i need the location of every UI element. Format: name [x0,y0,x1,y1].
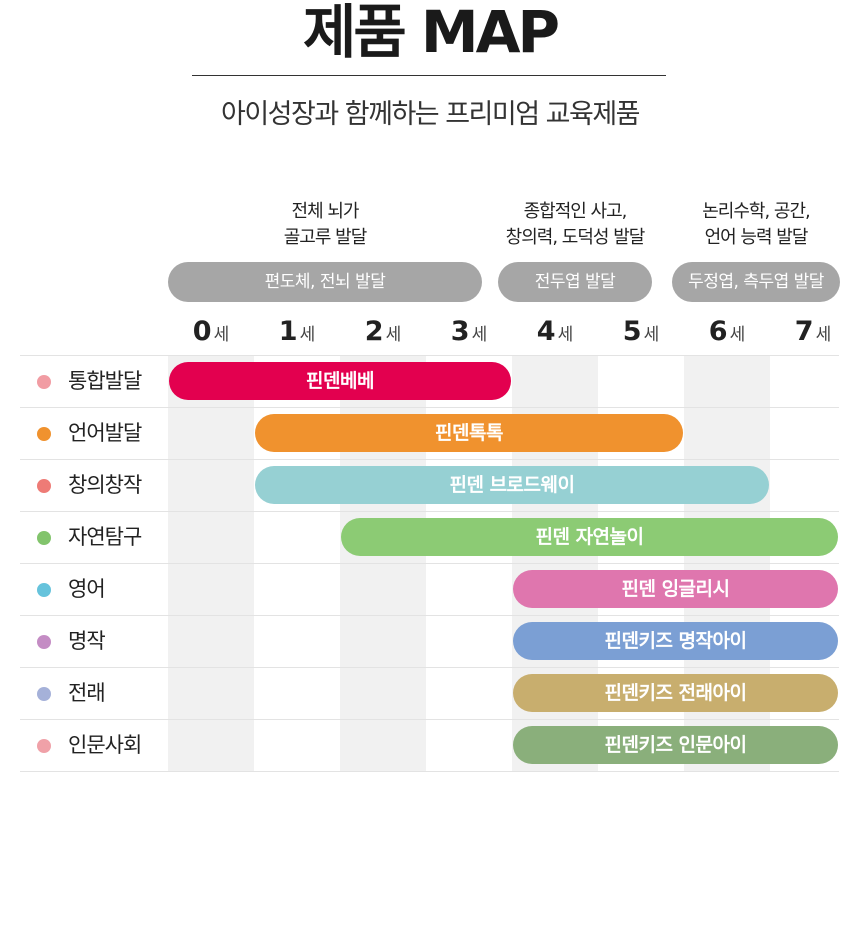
stage-description-line2: 창의력, 도덕성 발달 [505,227,646,248]
age-unit: 세 [557,325,574,345]
product-bar: 핀덴베베 [169,362,511,400]
category-dot-icon [37,427,51,441]
category-dot-icon [37,375,51,389]
category-name: 전래 [68,681,106,705]
row-divider [20,563,839,564]
category-dot-icon [37,635,51,649]
category-dot-icon [37,739,51,753]
product-bar: 핀덴키즈 인문아이 [513,726,838,764]
stage-pill-1: 편도체, 전뇌 발달 [168,262,482,302]
age-number: 7 [794,316,814,347]
category-dot-icon [37,479,51,493]
stage-description-line1: 종합적인 사고, [523,201,628,222]
age-unit: 세 [385,325,402,345]
age-unit: 세 [213,325,230,345]
category-name: 명작 [68,629,106,653]
row-divider [20,719,839,720]
row-divider [20,771,839,772]
category-name: 영어 [68,577,106,601]
category-dot-icon [37,531,51,545]
product-bar: 핀덴키즈 전래아이 [513,674,838,712]
category-name: 인문사회 [68,733,142,757]
stage-description-1: 전체 뇌가 골고루 발달 [168,199,482,251]
product-bar: 핀덴 브로드웨이 [255,466,769,504]
row-divider [20,355,839,356]
stage-description-line1: 논리수학, 공간, [702,201,811,222]
row-divider [20,459,839,460]
category-dot-icon [37,583,51,597]
age-number: 5 [622,316,642,347]
age-number: 0 [192,316,212,347]
stage-description-line1: 전체 뇌가 [291,201,360,222]
row-divider [20,667,839,668]
row-divider [20,511,839,512]
age-unit: 세 [471,325,488,345]
page-subtitle: 아이성장과 함께하는 프리미엄 교육제품 [220,99,641,130]
row-divider [20,615,839,616]
row-divider [20,407,839,408]
age-unit: 세 [299,325,316,345]
product-bar: 핀덴 자연놀이 [341,518,838,556]
age-unit: 세 [815,325,832,345]
category-dot-icon [37,687,51,701]
product-bar: 핀덴 잉글리시 [513,570,838,608]
product-bar: 핀덴키즈 명작아이 [513,622,838,660]
age-number: 3 [450,316,470,347]
category-name: 자연탐구 [68,525,142,549]
stage-description-3: 논리수학, 공간, 언어 능력 발달 [672,199,840,251]
stage-description-line2: 골고루 발달 [283,227,368,248]
page-title: 제품 MAP [302,0,560,66]
age-number: 2 [364,316,384,347]
age-unit: 세 [729,325,746,345]
age-number: 1 [278,316,298,347]
stage-pill-2: 전두엽 발달 [498,262,652,302]
title-divider [192,75,666,76]
stage-description-line2: 언어 능력 발달 [704,227,809,248]
category-name: 언어발달 [68,421,142,445]
stage-pill-3: 두정엽, 측두엽 발달 [672,262,840,302]
stage-description-2: 종합적인 사고, 창의력, 도덕성 발달 [490,199,660,251]
age-number: 6 [708,316,728,347]
age-number: 4 [536,316,556,347]
product-bar: 핀덴톡톡 [255,414,683,452]
category-name: 창의창작 [68,473,142,497]
category-name: 통합발달 [68,369,142,393]
age-unit: 세 [643,325,660,345]
